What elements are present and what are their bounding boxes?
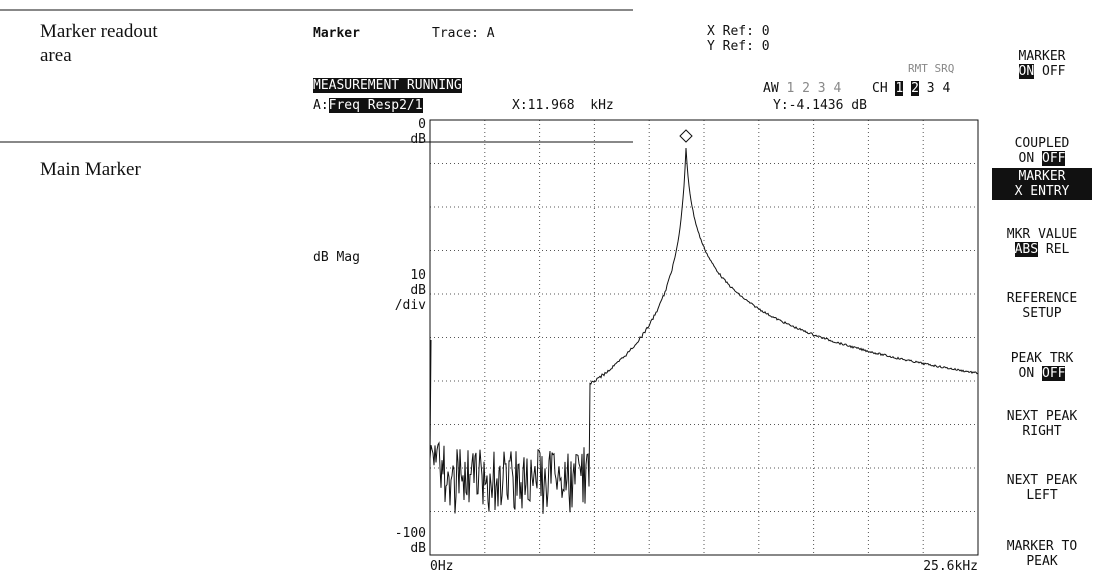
softkey[interactable]: MARKER TO PEAK [992, 538, 1092, 570]
softkey[interactable]: PEAK TRK ON OFF [992, 350, 1092, 382]
softkey-line: ON OFF [992, 366, 1092, 381]
softkey-label: ON [1018, 151, 1035, 166]
grid [430, 120, 978, 555]
softkey-line: SETUP [992, 306, 1092, 321]
aw-channel: 4 [833, 81, 842, 96]
softkey-label: OFF [1042, 64, 1066, 79]
softkey-line: ON OFF [992, 64, 1092, 79]
softkey[interactable]: NEXT PEAK RIGHT [992, 408, 1092, 440]
softkey[interactable]: MARKER ON OFF [992, 48, 1092, 80]
x-start: 0Hz [430, 559, 454, 574]
softkey-label: NEXT PEAK [1006, 409, 1078, 424]
ch-row: CH 1 2 3 4 [872, 81, 950, 96]
softkey-line: COUPLED [992, 136, 1092, 151]
ch-channel: 2 [911, 81, 919, 96]
softkey-label: X ENTRY [1014, 184, 1070, 199]
trace-label: A: [313, 98, 329, 113]
softkey-line: MARKER [992, 169, 1092, 184]
softkey-line: LEFT [992, 488, 1092, 503]
softkey-label: OFF [1042, 366, 1066, 381]
top-value: 0 [418, 117, 426, 132]
x-ref: X Ref: 0 [707, 24, 770, 39]
trace-row: A:Freq Resp2/1 [313, 98, 423, 113]
ch-channel: 4 [942, 81, 951, 96]
softkey-label: MARKER TO [1006, 539, 1078, 554]
softkey[interactable]: REFERENCE SETUP [992, 290, 1092, 322]
softkey-line: ABS REL [992, 242, 1092, 257]
y-readout: Y:-4.1436 dB [773, 98, 867, 113]
softkey-line: MARKER TO [992, 539, 1092, 554]
scale-per: /div [394, 298, 426, 313]
softkey[interactable]: MKR VALUE ABS REL [992, 226, 1092, 258]
softkey-label: NEXT PEAK [1006, 473, 1078, 488]
softkey-line: ON OFF [992, 151, 1092, 166]
softkey-line: RIGHT [992, 424, 1092, 439]
softkey-label: MARKER [1018, 169, 1066, 184]
x-readout: X:11.968 kHz [512, 98, 614, 113]
softkey[interactable]: NEXT PEAK LEFT [992, 472, 1092, 504]
softkey-label: ON [1018, 366, 1035, 381]
softkey-line: PEAK [992, 554, 1092, 569]
aw-label: AW [763, 81, 779, 96]
softkey-label: ABS [1014, 242, 1039, 257]
softkey[interactable]: MARKER X ENTRY [992, 168, 1092, 200]
softkey-label: REL [1045, 242, 1070, 257]
ch-label: CH [872, 81, 888, 96]
bottom-value: -100 [394, 526, 426, 541]
aw-channel: 1 [786, 81, 795, 96]
softkey-label: OFF [1042, 151, 1066, 166]
softkey-label: MKR VALUE [1006, 227, 1078, 242]
softkey-label: REFERENCE [1006, 291, 1078, 306]
marker-diamond [679, 129, 693, 143]
softkey-label: PEAK TRK [1010, 351, 1074, 366]
softkey-label: ON [1018, 64, 1035, 79]
axis-name: dB Mag [313, 250, 360, 265]
aw-channel: 3 [817, 81, 826, 96]
softkey-line: NEXT PEAK [992, 473, 1092, 488]
plot-frame [429, 119, 979, 556]
softkey-label: RIGHT [1022, 424, 1062, 439]
ch-channel: 1 [895, 81, 904, 96]
measurement-status: MEASUREMENT RUNNING [313, 78, 462, 93]
softkey[interactable]: COUPLED ON OFF [992, 135, 1092, 167]
softkey-line: REFERENCE [992, 291, 1092, 306]
y-ref: Y Ref: 0 [707, 39, 770, 54]
trace [429, 147, 979, 514]
rmt-srq: RMT SRQ [908, 62, 955, 75]
softkey-label: LEFT [1026, 488, 1058, 503]
bottom-unit: dB [410, 541, 426, 556]
softkey-label: MARKER [1018, 49, 1066, 64]
softkey-line: MARKER [992, 49, 1092, 64]
top-unit: dB [410, 132, 426, 147]
aw-row: AW 1 2 3 4 [763, 81, 841, 96]
softkey-line: PEAK TRK [992, 351, 1092, 366]
annotation: Main Marker [40, 159, 141, 180]
trace-title: Trace: A [432, 26, 495, 41]
aw-channel: 2 [802, 81, 810, 96]
annotation: Marker readout area [40, 21, 158, 66]
x-end: 25.6kHz [923, 559, 978, 574]
softkey-line: MKR VALUE [992, 227, 1092, 242]
trace-name: Freq Resp2/1 [328, 98, 423, 113]
softkey-line: X ENTRY [992, 184, 1092, 199]
softkey-label: COUPLED [1014, 136, 1070, 151]
softkey-line: NEXT PEAK [992, 409, 1092, 424]
scale-unit: dB [410, 283, 426, 298]
softkey-label: SETUP [1022, 306, 1062, 321]
ch-channel: 3 [926, 81, 935, 96]
marker-title: Marker [313, 26, 360, 41]
scale-value: 10 [410, 268, 426, 283]
status-line: MEASUREMENT RUNNING [313, 78, 462, 93]
softkey-label: PEAK [1026, 554, 1058, 569]
